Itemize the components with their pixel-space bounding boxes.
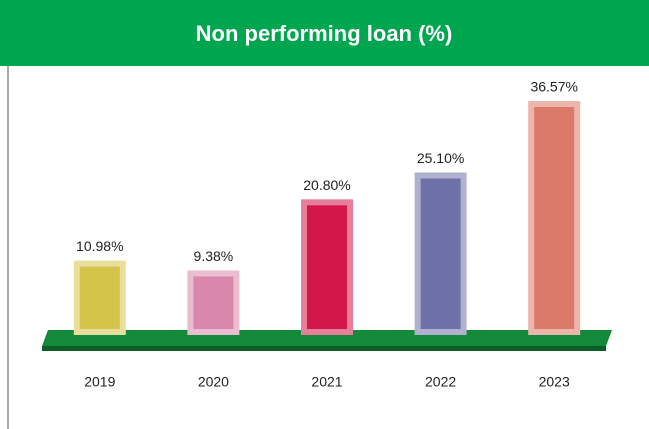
title-bar [0,0,649,66]
x-tick-label: 2021 [311,374,342,390]
bar [73,260,126,335]
x-tick-label: 2023 [539,374,570,390]
chart-title: Non performing loan (%) [196,21,453,46]
bar [187,270,240,336]
value-label: 20.80% [303,177,350,193]
bar [301,199,353,335]
value-label: 9.38% [194,248,234,264]
value-label: 10.98% [76,238,123,254]
x-tick-label: 2022 [425,374,456,390]
x-tick-label: 2019 [84,374,115,390]
value-label: 36.57% [530,79,577,95]
x-tick-label: 2020 [198,374,229,390]
floor-edge [42,346,606,351]
bar [414,172,467,335]
bar [528,101,581,335]
floor [42,330,612,346]
value-label: 25.10% [417,150,464,166]
